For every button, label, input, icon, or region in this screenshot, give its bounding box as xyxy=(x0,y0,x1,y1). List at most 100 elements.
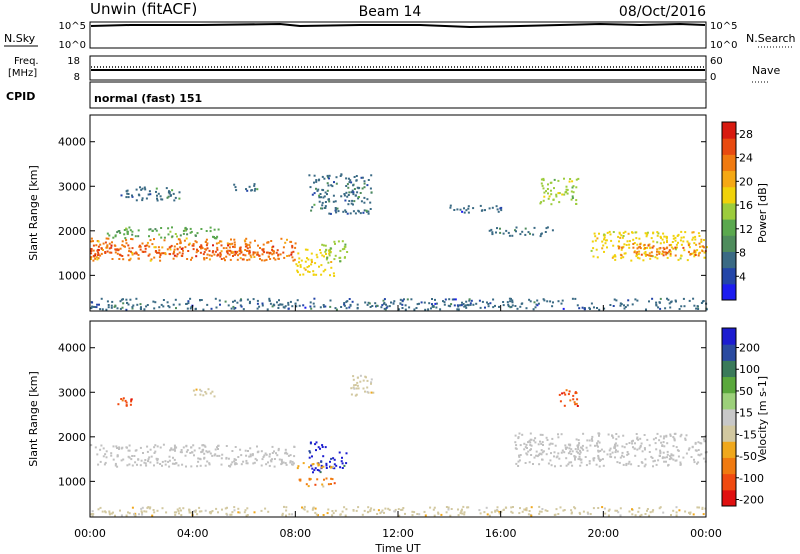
scatter-cell xyxy=(564,446,567,449)
scatter-cell xyxy=(666,456,668,459)
scatter-cell xyxy=(608,230,611,233)
scatter-cell xyxy=(260,509,263,512)
scatter-cell xyxy=(383,511,385,514)
scatter-cell xyxy=(703,239,705,241)
scatter-cell xyxy=(697,308,700,310)
scatter-cell xyxy=(646,508,649,510)
scatter-cell xyxy=(576,398,579,401)
scatter-cell xyxy=(428,302,431,305)
scatter-cell xyxy=(280,237,283,240)
scatter-cell xyxy=(574,403,577,406)
scatter-cell xyxy=(672,234,675,237)
scatter-cell xyxy=(692,297,695,300)
scatter-cell xyxy=(636,436,639,439)
scatter-cell xyxy=(478,299,481,302)
scatter-cell xyxy=(172,252,175,255)
scatter-cell xyxy=(232,305,235,308)
scatter-cell xyxy=(135,297,138,300)
scatter-cell xyxy=(161,464,163,467)
scatter-cell xyxy=(236,258,239,261)
scatter-cell xyxy=(495,231,497,234)
scatter-cell xyxy=(483,511,486,514)
scatter-cell xyxy=(197,250,200,252)
scatter-cell xyxy=(640,461,643,464)
scatter-cell xyxy=(237,456,240,458)
scatter-cell xyxy=(304,306,307,309)
scatter-cell xyxy=(367,179,370,181)
scatter-cell xyxy=(541,508,544,510)
scatter-cell xyxy=(363,209,366,212)
scatter-cell xyxy=(337,240,340,243)
scatter-cell xyxy=(249,241,252,244)
scatter-cell xyxy=(703,246,705,249)
scatter-cell xyxy=(267,461,269,464)
scatter-cell xyxy=(634,442,636,445)
scatter-cell xyxy=(596,237,599,240)
colorbar-swatch xyxy=(722,360,736,378)
colorbar-swatch xyxy=(722,344,736,361)
scatter-cell xyxy=(248,252,251,255)
scatter-cell xyxy=(613,254,616,257)
scatter-cell xyxy=(154,301,157,304)
scatter-cell xyxy=(208,249,211,252)
scatter-cell xyxy=(609,453,612,456)
scatter-cell xyxy=(551,437,554,440)
scatter-cell xyxy=(507,231,510,234)
scatter-cell xyxy=(669,455,672,458)
scatter-cell xyxy=(121,240,124,243)
scatter-cell xyxy=(175,307,177,310)
scatter-cell xyxy=(131,194,133,197)
scatter-cell xyxy=(352,509,355,511)
scatter-cell xyxy=(530,444,533,447)
scatter-cell xyxy=(347,177,350,180)
scatter-cell xyxy=(597,507,600,509)
scatter-cell xyxy=(622,256,625,259)
scatter-cell xyxy=(691,252,694,255)
scatter-cell xyxy=(603,233,606,236)
scatter-cell xyxy=(527,441,529,444)
scatter-cell xyxy=(318,194,321,197)
scatter-cell xyxy=(151,230,154,232)
velocity-marks xyxy=(90,374,708,517)
scatter-cell xyxy=(555,193,558,196)
scatter-cell xyxy=(530,454,533,456)
scatter-cell xyxy=(270,460,273,463)
scatter-cell xyxy=(462,303,465,305)
scatter-cell xyxy=(464,305,467,307)
scatter-cell xyxy=(169,230,172,233)
scatter-cell xyxy=(614,442,617,445)
scatter-cell xyxy=(545,453,548,456)
scatter-cell xyxy=(361,176,364,179)
scatter-cell xyxy=(481,300,484,303)
scatter-cell xyxy=(527,450,530,453)
scatter-cell xyxy=(145,305,148,308)
scatter-cell xyxy=(604,242,607,245)
scatter-cell xyxy=(325,462,328,465)
scatter-cell xyxy=(98,303,100,306)
scatter-cell xyxy=(620,254,623,257)
scatter-cell xyxy=(302,273,305,276)
scatter-cell xyxy=(268,252,271,254)
scatter-cell xyxy=(277,449,280,452)
scatter-cell xyxy=(628,240,631,243)
scatter-cell xyxy=(131,253,134,256)
scatter-cell xyxy=(431,303,433,306)
scatter-cell xyxy=(551,305,554,308)
scatter-cell xyxy=(154,246,157,249)
scatter-cell xyxy=(693,461,696,464)
scatter-cell xyxy=(139,248,142,251)
scatter-cell xyxy=(697,449,700,451)
scatter-cell xyxy=(362,387,365,390)
scatter-cell xyxy=(666,442,669,445)
scatter-cell xyxy=(594,444,596,447)
scatter-cell xyxy=(322,455,325,458)
scatter-cell xyxy=(253,184,256,187)
scatter-cell xyxy=(364,375,367,378)
scatter-cell xyxy=(232,300,234,303)
scatter-cell xyxy=(97,245,100,248)
scatter-cell xyxy=(218,299,221,302)
scatter-cell xyxy=(179,242,182,245)
scatter-cell xyxy=(335,308,338,311)
scatter-cell xyxy=(601,506,604,509)
scatter-cell xyxy=(220,258,223,260)
